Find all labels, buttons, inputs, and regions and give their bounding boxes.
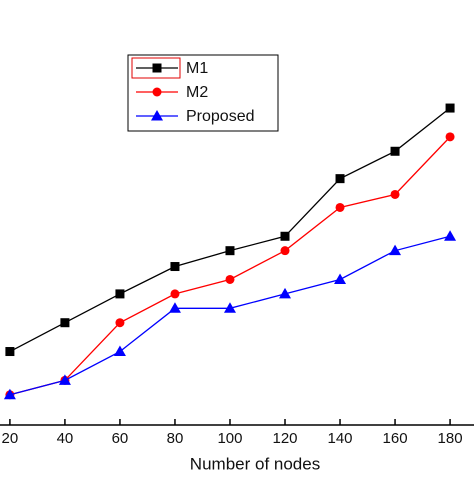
marker	[390, 146, 400, 156]
legend-label: M2	[186, 84, 208, 101]
legend-marker	[151, 110, 163, 121]
legend-highlight	[131, 57, 181, 79]
x-tick-label: 160	[383, 430, 408, 447]
x-tick-label: 140	[328, 430, 353, 447]
marker	[334, 273, 347, 284]
marker	[225, 246, 235, 256]
marker	[113, 345, 126, 357]
x-tick-label: 100	[217, 430, 242, 447]
marker	[60, 318, 70, 328]
marker	[335, 202, 345, 212]
marker	[389, 244, 402, 256]
x-tick-label: 120	[272, 430, 297, 447]
marker	[279, 287, 292, 299]
legend-marker	[152, 87, 162, 97]
series-line	[9, 107, 451, 353]
marker	[445, 132, 455, 142]
marker	[115, 318, 125, 328]
marker	[444, 230, 457, 241]
series-line	[9, 235, 451, 396]
marker	[223, 302, 236, 313]
marker	[58, 374, 71, 385]
x-tick-label: 80	[167, 430, 184, 447]
x-axis-title: Number of nodes	[190, 454, 320, 473]
marker	[280, 231, 290, 241]
marker	[115, 289, 125, 299]
x-tick-label: 40	[57, 430, 74, 447]
marker	[390, 189, 400, 199]
x-tick-label: 180	[438, 430, 463, 447]
marker	[445, 103, 455, 113]
marker	[225, 274, 235, 284]
legend-label: Proposed	[186, 108, 255, 125]
series-line	[9, 136, 451, 396]
marker	[168, 302, 181, 313]
marker	[335, 174, 345, 184]
marker	[5, 347, 15, 357]
legend-label: M1	[186, 60, 208, 77]
marker	[3, 388, 16, 400]
marker	[280, 246, 290, 256]
legend-marker	[152, 63, 162, 73]
marker	[170, 289, 180, 299]
x-tick-label: 20	[2, 430, 19, 447]
marker	[170, 262, 180, 272]
x-tick-label: 60	[112, 430, 129, 447]
